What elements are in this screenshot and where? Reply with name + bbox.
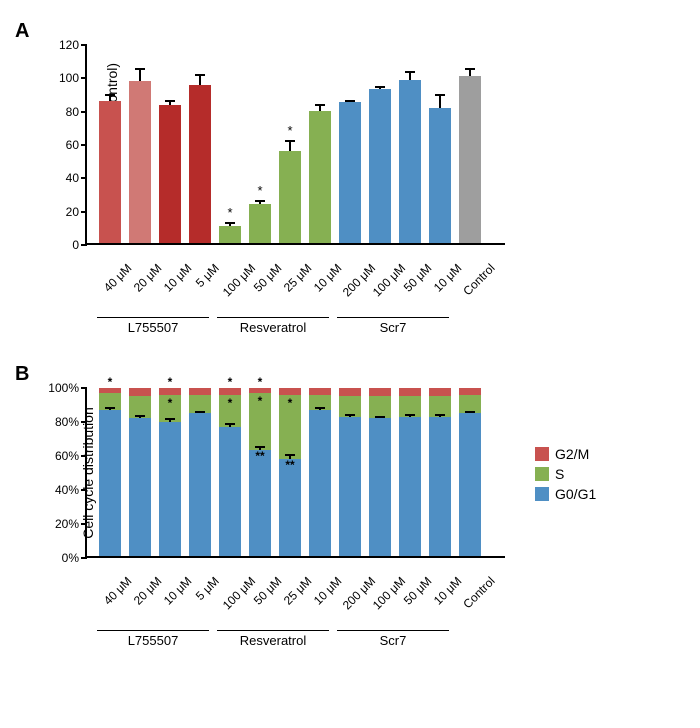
bar: * bbox=[249, 204, 271, 243]
y-tick-label: 100% bbox=[48, 381, 87, 395]
y-tick-label: 60% bbox=[55, 449, 87, 463]
y-tick-label: 40 bbox=[66, 171, 87, 185]
panel-A-label: A bbox=[15, 20, 685, 43]
stacked-bar bbox=[459, 388, 481, 556]
significance-marker: * bbox=[258, 395, 263, 407]
significance-marker: * bbox=[287, 123, 292, 138]
y-tick-label: 80 bbox=[66, 105, 87, 119]
y-tick-label: 20 bbox=[66, 205, 87, 219]
stacked-bar bbox=[339, 388, 361, 556]
significance-marker: * bbox=[258, 376, 263, 388]
stacked-bar bbox=[129, 388, 151, 556]
panel-A-x-labels: 40 μM20 μM10 μM5 μM100 μM50 μM25 μM10 μM… bbox=[85, 255, 685, 269]
stacked-bar bbox=[369, 388, 391, 556]
panel-A-plot-area: 020406080100120*** bbox=[85, 45, 505, 245]
stacked-bar: *** bbox=[279, 388, 301, 556]
significance-marker: * bbox=[228, 397, 233, 409]
group-underline bbox=[217, 630, 329, 631]
group-label: Resveratrol bbox=[240, 633, 306, 648]
group-underline bbox=[337, 317, 449, 318]
legend-item: S bbox=[535, 466, 596, 482]
legend-swatch bbox=[535, 467, 549, 481]
significance-marker: * bbox=[227, 205, 232, 220]
bar bbox=[129, 81, 151, 244]
y-tick-label: 80% bbox=[55, 415, 87, 429]
panel-B-label: B bbox=[15, 363, 685, 386]
significance-marker: * bbox=[228, 376, 233, 388]
stacked-bar bbox=[189, 388, 211, 556]
group-underline bbox=[217, 317, 329, 318]
bar bbox=[339, 102, 361, 243]
panel-A-chart: Cell viability (% of Control) 0204060801… bbox=[85, 45, 685, 245]
panel-A-group-labels: L755507 Resveratrol Scr7 bbox=[85, 317, 505, 335]
bar bbox=[189, 85, 211, 243]
y-tick-label: 100 bbox=[59, 71, 87, 85]
stacked-bar: **** bbox=[249, 388, 271, 556]
y-tick-label: 40% bbox=[55, 483, 87, 497]
group-underline bbox=[97, 317, 209, 318]
bar: * bbox=[279, 151, 301, 244]
bar bbox=[459, 76, 481, 243]
stacked-bar bbox=[399, 388, 421, 556]
y-tick-label: 0% bbox=[62, 551, 87, 565]
legend-item: G0/G1 bbox=[535, 486, 596, 502]
group-underline bbox=[337, 630, 449, 631]
bar bbox=[309, 111, 331, 243]
group-label: Scr7 bbox=[380, 320, 407, 335]
panel-B-legend: G2/M S G0/G1 bbox=[535, 446, 596, 502]
group-label: L755507 bbox=[128, 320, 179, 335]
legend-label: S bbox=[555, 466, 564, 482]
group-label: Resveratrol bbox=[240, 320, 306, 335]
significance-marker: ** bbox=[285, 459, 294, 471]
y-tick-label: 120 bbox=[59, 38, 87, 52]
y-tick-label: 60 bbox=[66, 138, 87, 152]
stacked-bar bbox=[309, 388, 331, 556]
y-tick-label: 0 bbox=[72, 238, 87, 252]
significance-marker: * bbox=[108, 376, 113, 388]
legend-swatch bbox=[535, 487, 549, 501]
stacked-bar: * bbox=[99, 388, 121, 556]
significance-marker: ** bbox=[255, 450, 264, 462]
significance-marker: * bbox=[168, 376, 173, 388]
significance-marker: * bbox=[288, 397, 293, 409]
significance-marker: * bbox=[257, 183, 262, 198]
y-tick-label: 20% bbox=[55, 517, 87, 531]
group-label: L755507 bbox=[128, 633, 179, 648]
group-label: Scr7 bbox=[380, 633, 407, 648]
bar: * bbox=[219, 226, 241, 244]
panel-B-plot-area: 0%20%40%60%80%100%************ bbox=[85, 388, 505, 558]
legend-item: G2/M bbox=[535, 446, 596, 462]
stacked-bar bbox=[429, 388, 451, 556]
legend-label: G0/G1 bbox=[555, 486, 596, 502]
bar bbox=[429, 108, 451, 243]
bar bbox=[99, 101, 121, 244]
panel-A: A Cell viability (% of Control) 02040608… bbox=[15, 20, 685, 335]
legend-swatch bbox=[535, 447, 549, 461]
bar bbox=[399, 80, 421, 243]
bar bbox=[369, 89, 391, 243]
stacked-bar: ** bbox=[159, 388, 181, 556]
panel-B: B Cell cycle distribution (% of total) 0… bbox=[15, 363, 685, 648]
group-underline bbox=[97, 630, 209, 631]
legend-label: G2/M bbox=[555, 446, 589, 462]
panel-B-group-labels: L755507 Resveratrol Scr7 bbox=[85, 630, 505, 648]
stacked-bar: ** bbox=[219, 388, 241, 556]
significance-marker: * bbox=[168, 397, 173, 409]
panel-B-x-labels: 40 μM20 μM10 μM5 μM100 μM50 μM25 μM10 μM… bbox=[85, 568, 685, 582]
bar bbox=[159, 105, 181, 243]
